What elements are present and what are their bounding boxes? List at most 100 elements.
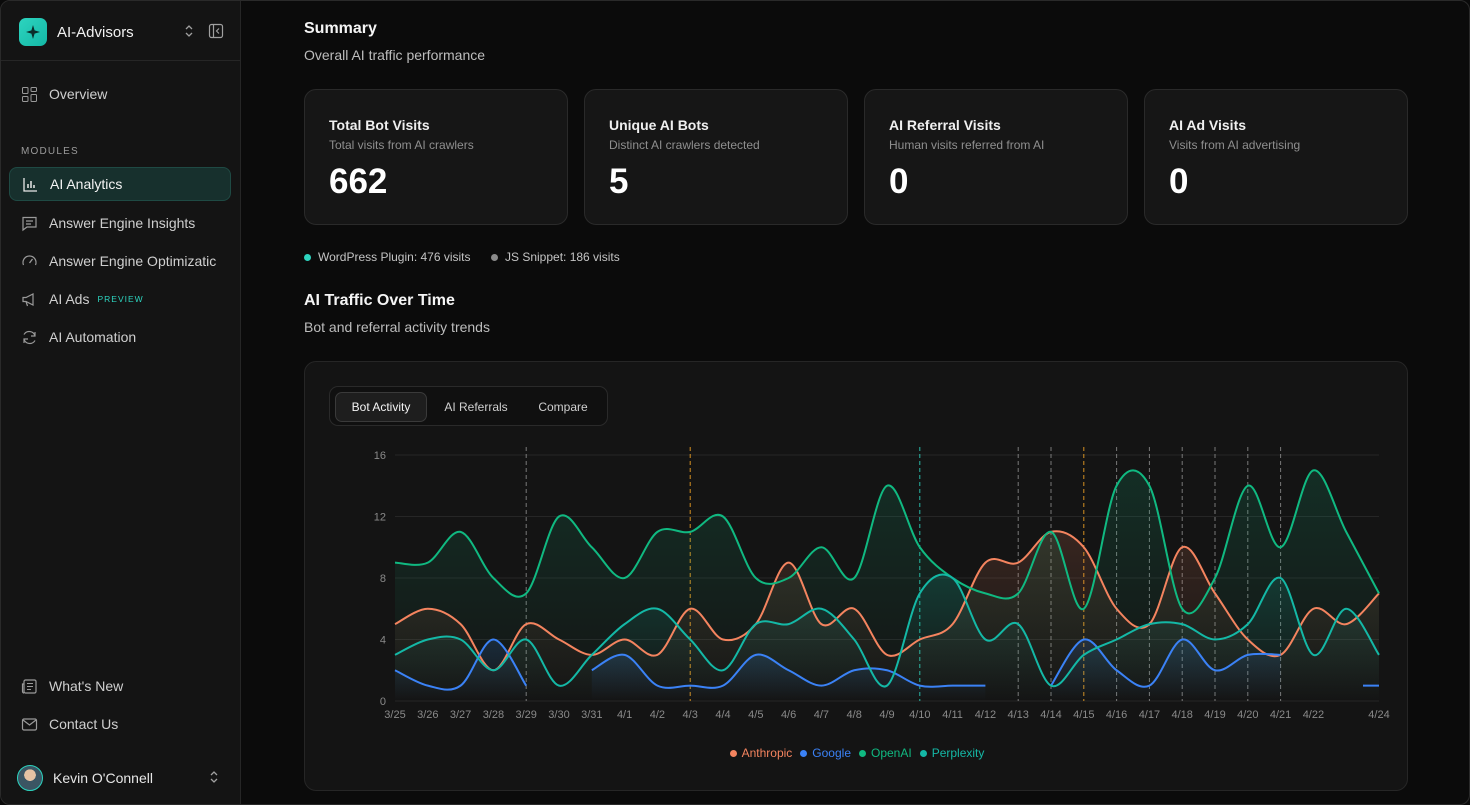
- series-line-google: [394, 638, 528, 691]
- series-line-perplexity: [394, 573, 1380, 688]
- newspaper-icon: [21, 678, 37, 694]
- x-tick-label: 4/11: [942, 709, 963, 721]
- mail-icon: [21, 717, 38, 731]
- tab-ai-referrals[interactable]: AI Referrals: [444, 400, 508, 414]
- source-wordpress-plugin: WordPress Plugin: 476 visits: [304, 250, 471, 264]
- chart-legend: Anthropic Google OpenAI Perplexity: [305, 746, 1409, 760]
- sidebar-item-label: Answer Engine Insights: [49, 215, 196, 231]
- traffic-subtitle: Bot and referral activity trends: [304, 319, 490, 335]
- sidebar-item-label: AI Automation: [49, 329, 137, 345]
- sidebar-item-contact-us[interactable]: Contact Us: [9, 707, 231, 741]
- user-menu[interactable]: Kevin O'Connell: [17, 764, 227, 792]
- sidebar-item-label: What's New: [49, 678, 124, 694]
- y-tick-label: 0: [380, 696, 386, 708]
- legend-dot-icon: [859, 749, 866, 757]
- legend-label: Perplexity: [931, 746, 985, 760]
- legend-dot-icon: [800, 749, 808, 757]
- x-tick-label: 4/24: [1368, 709, 1389, 721]
- chart-tabs: Bot Activity AI Referrals Compare: [329, 386, 608, 426]
- x-tick-label: 4/2: [650, 709, 665, 721]
- legend-label: Anthropic: [741, 746, 793, 760]
- sidebar: AI-Advisors Overview MODULES AI Analytic…: [1, 1, 241, 804]
- chevron-up-down-icon: [209, 770, 219, 787]
- x-tick-label: 4/22: [1303, 709, 1324, 721]
- card-title: Total Bot Visits: [329, 117, 430, 133]
- card-title: AI Referral Visits: [889, 117, 1001, 133]
- tab-bot-activity[interactable]: Bot Activity: [335, 392, 427, 422]
- x-tick-label: 3/27: [450, 709, 471, 721]
- sidebar-item-answer-engine-optimization[interactable]: Answer Engine Optimizatic: [9, 244, 231, 278]
- sidebar-item-overview[interactable]: Overview: [9, 77, 231, 111]
- tab-compare[interactable]: Compare: [538, 400, 588, 414]
- x-tick-label: 4/6: [781, 709, 796, 721]
- avatar: [17, 765, 43, 791]
- sidebar-collapse-icon[interactable]: [208, 23, 224, 39]
- legend-item-google[interactable]: Google: [800, 746, 851, 760]
- x-tick-label: 4/4: [715, 709, 730, 721]
- source-label: WordPress Plugin: 476 visits: [318, 250, 471, 264]
- legend-label: OpenAI: [871, 746, 912, 760]
- chevron-up-down-icon[interactable]: [184, 24, 194, 41]
- sidebar-item-answer-engine-insights[interactable]: Answer Engine Insights: [9, 206, 231, 240]
- x-tick-label: 4/18: [1171, 709, 1192, 721]
- series-line-google: [1050, 638, 1281, 688]
- status-dot-icon: [491, 253, 498, 261]
- user-name: Kevin O'Connell: [53, 770, 153, 786]
- x-tick-label: 3/31: [581, 709, 602, 721]
- source-label: JS Snippet: 186 visits: [505, 250, 620, 264]
- refresh-icon: [23, 330, 36, 344]
- megaphone-icon: [22, 292, 34, 306]
- stat-card-ai-ad-visits: AI Ad Visits Visits from AI advertising …: [1144, 89, 1408, 225]
- gauge-icon: [22, 254, 37, 265]
- traffic-title: AI Traffic Over Time: [304, 292, 455, 309]
- source-js-snippet: JS Snippet: 186 visits: [491, 250, 620, 264]
- card-title: AI Ad Visits: [1169, 117, 1247, 133]
- x-tick-label: 4/3: [683, 709, 698, 721]
- x-tick-label: 4/17: [1139, 709, 1160, 721]
- x-tick-label: 4/19: [1204, 709, 1225, 721]
- sidebar-item-whats-new[interactable]: What's New: [9, 669, 231, 703]
- x-tick-label: 3/26: [417, 709, 438, 721]
- legend-label: Google: [812, 746, 851, 760]
- grid-icon: [22, 86, 37, 102]
- card-value: 662: [329, 162, 388, 201]
- stat-card-ai-referral-visits: AI Referral Visits Human visits referred…: [864, 89, 1128, 225]
- series-line-google: [591, 653, 986, 689]
- sidebar-item-ai-ads[interactable]: AI Ads PREVIEW: [9, 282, 231, 316]
- x-tick-label: 4/9: [879, 709, 894, 721]
- x-tick-label: 4/16: [1106, 709, 1127, 721]
- sidebar-divider: [1, 60, 241, 61]
- card-description: Distinct AI crawlers detected: [609, 138, 760, 152]
- card-description: Total visits from AI crawlers: [329, 138, 474, 152]
- app-name: AI-Advisors: [57, 23, 134, 41]
- series-line-anthropic: [394, 530, 1380, 672]
- x-tick-label: 4/1: [617, 709, 632, 721]
- legend-dot-icon: [919, 749, 927, 757]
- x-tick-label: 4/5: [748, 709, 763, 721]
- x-tick-label: 4/12: [975, 709, 996, 721]
- x-tick-label: 3/25: [384, 709, 405, 721]
- sparkle-logo-icon: [19, 18, 47, 46]
- series-line-openai: [394, 469, 1380, 615]
- sidebar-item-ai-automation[interactable]: AI Automation: [9, 320, 231, 354]
- x-tick-label: 3/29: [515, 709, 536, 721]
- sidebar-item-ai-analytics[interactable]: AI Analytics: [9, 167, 231, 201]
- card-description: Human visits referred from AI: [889, 138, 1045, 152]
- x-tick-label: 4/10: [909, 709, 930, 721]
- workspace-switcher[interactable]: AI-Advisors: [19, 17, 229, 47]
- sidebar-item-label: Contact Us: [49, 716, 119, 732]
- legend-item-openai[interactable]: OpenAI: [859, 746, 912, 760]
- message-square-icon: [22, 216, 37, 231]
- x-tick-label: 4/14: [1040, 709, 1061, 721]
- modules-section-label: MODULES: [21, 146, 79, 157]
- legend-item-perplexity[interactable]: Perplexity: [919, 746, 985, 760]
- card-title: Unique AI Bots: [609, 117, 709, 133]
- legend-dot-icon: [729, 749, 737, 757]
- summary-subtitle: Overall AI traffic performance: [304, 47, 486, 63]
- y-tick-label: 8: [380, 573, 386, 585]
- stat-card-unique-ai-bots: Unique AI Bots Distinct AI crawlers dete…: [584, 89, 848, 225]
- legend-item-anthropic[interactable]: Anthropic: [729, 746, 793, 760]
- card-value: 5: [609, 162, 629, 201]
- traffic-line-chart: 0 4 8 12 16 3/25 3/26 3/27 3/28 3/29 3/30 3/31 4/1 4/…: [374, 447, 1390, 721]
